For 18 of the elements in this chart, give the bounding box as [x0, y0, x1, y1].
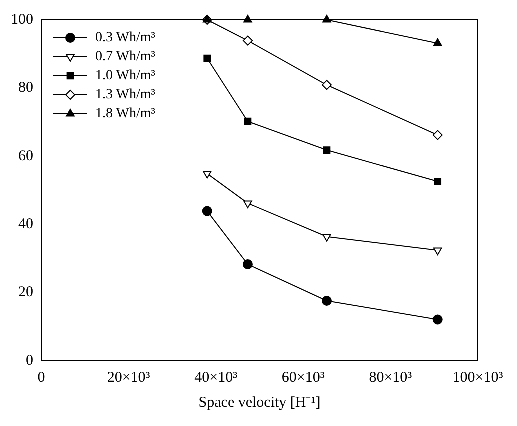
- legend-label: 1.8 Wh/m³: [96, 106, 156, 122]
- x-tick-label: 20×10³: [107, 370, 151, 386]
- y-tick-label: 40: [18, 216, 34, 233]
- legend-label: 1.3 Wh/m³: [96, 88, 156, 103]
- y-tick-label: 80: [18, 80, 34, 96]
- x-tick-label: 100×10³: [452, 370, 504, 386]
- y-tick-label: 100: [11, 12, 34, 28]
- y-tick-label: 0: [26, 352, 34, 369]
- legend-label: 0.7 Wh/m³: [96, 50, 156, 65]
- y-tick-label: 60: [18, 148, 34, 164]
- legend-label: 1.0 Wh/m³: [96, 68, 156, 84]
- x-tick-label: 60×10³: [282, 370, 326, 386]
- x-axis-title: Space velocity [H⁻¹]: [198, 394, 321, 411]
- x-tick-label: 0: [38, 370, 46, 386]
- legend-label: 0.3 Wh/m³: [96, 30, 156, 46]
- y-tick-label: 20: [18, 284, 34, 301]
- x-tick-label: 40×10³: [194, 370, 238, 386]
- x-tick-label: 80×10³: [369, 370, 413, 386]
